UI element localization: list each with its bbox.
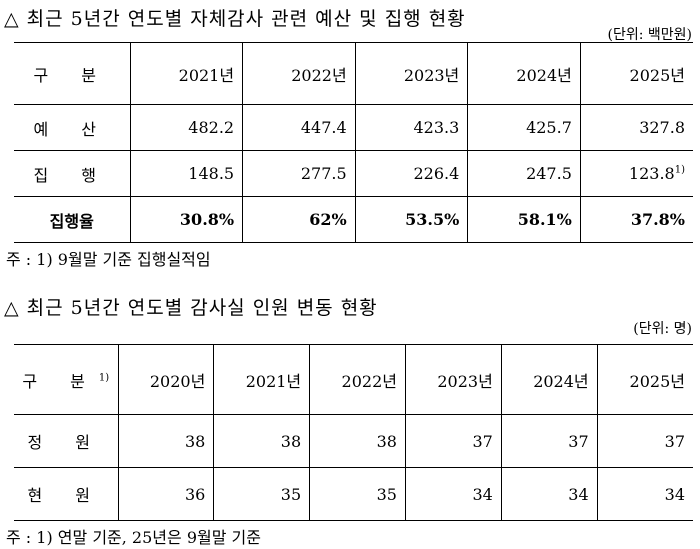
table-cell: 2023년 — [404, 344, 502, 415]
table-cell: 34 — [500, 467, 598, 521]
table-row: 예 산 482.2 447.4 423.3 425.7 327.8 — [14, 104, 693, 151]
table-cell: 35 — [213, 467, 311, 521]
table-cell: 123.81) — [579, 150, 693, 197]
staff-table: 구 분1) 2020년 2021년 2022년 2023년 2024년 2025년 정 원 38… — [14, 344, 693, 521]
table-cell: 2024년 — [467, 42, 581, 105]
table-cell: 58.1% — [467, 196, 581, 243]
table-cell: 예 산 — [14, 104, 131, 151]
table-cell: 38 — [309, 414, 406, 468]
table-cell: 2025년 — [596, 344, 693, 415]
table-cell: 2022년 — [242, 42, 356, 105]
table-cell: 2021년 — [129, 42, 244, 105]
table-cell: 2022년 — [309, 344, 406, 415]
table-cell: 36 — [117, 467, 215, 521]
header-row: 구 분1) 2020년 2021년 2022년 2023년 2024년 2025년 — [14, 344, 693, 415]
unit: (단위: 명) — [633, 321, 692, 337]
table-row: 집행율 30.8% 62% 53.5% 58.1% 37.8% — [14, 196, 693, 243]
cell-text: 123.8 — [628, 164, 675, 183]
table-cell: 집 행 — [14, 150, 131, 197]
unit: (단위: 백만원) — [607, 27, 693, 43]
table-cell: 37 — [404, 414, 502, 468]
table-cell: 247.5 — [467, 150, 581, 197]
table-cell: 38 — [213, 414, 311, 468]
footnote-mark: 1) — [98, 372, 110, 384]
table-cell: 2025년 — [579, 42, 693, 105]
table-cell: 38 — [117, 414, 215, 468]
table-cell: 34 — [596, 467, 693, 521]
cell-text: 구 분 — [22, 371, 99, 391]
table-row: 정 원 38 38 38 37 37 37 — [14, 414, 693, 468]
footnote: 주 : 1) 9월말 기준 집행실적임 — [6, 250, 211, 269]
header-row: 구 분 2021년 2022년 2023년 2024년 2025년 — [14, 42, 693, 105]
table-cell: 327.8 — [579, 104, 693, 151]
table-cell: 425.7 — [467, 104, 581, 151]
table-cell: 34 — [404, 467, 502, 521]
table-cell: 집행율 — [14, 196, 131, 243]
table-cell: 정 원 — [14, 414, 119, 468]
footnote-mark: 1) — [674, 164, 685, 176]
section-title: △ 최근 5년간 연도별 감사실 인원 변동 현황 — [4, 297, 378, 319]
table-cell: 423.3 — [354, 104, 469, 151]
table-cell: 구 분1) — [14, 344, 119, 415]
table-cell: 현 원 — [14, 467, 119, 521]
table-cell: 482.2 — [129, 104, 244, 151]
table-cell: 30.8% — [129, 196, 244, 243]
section-title: △ 최근 5년간 연도별 자체감사 관련 예산 및 집행 현황 — [4, 8, 466, 30]
table-cell: 148.5 — [129, 150, 244, 197]
budget-table: 구 분 2021년 2022년 2023년 2024년 2025년 예 산 482.2 447.… — [14, 42, 693, 243]
table-cell: 2023년 — [354, 42, 469, 105]
table-cell: 62% — [242, 196, 356, 243]
table-cell: 37.8% — [579, 196, 693, 243]
table-cell: 277.5 — [242, 150, 356, 197]
table-cell: 447.4 — [242, 104, 356, 151]
table-cell: 구 분 — [14, 42, 131, 105]
table-row: 현 원 36 35 35 34 34 34 — [14, 467, 693, 521]
table-row: 집 행 148.5 277.5 226.4 247.5 123.81) — [14, 150, 693, 197]
table-cell: 2024년 — [500, 344, 598, 415]
table-cell: 35 — [309, 467, 406, 521]
footnote: 주 : 1) 연말 기준, 25년은 9월말 기준 — [6, 528, 261, 547]
table-cell: 226.4 — [354, 150, 469, 197]
table-cell: 53.5% — [354, 196, 469, 243]
table-cell: 37 — [596, 414, 693, 468]
table-cell: 2020년 — [117, 344, 215, 415]
table-cell: 37 — [500, 414, 598, 468]
table-cell: 2021년 — [213, 344, 311, 415]
